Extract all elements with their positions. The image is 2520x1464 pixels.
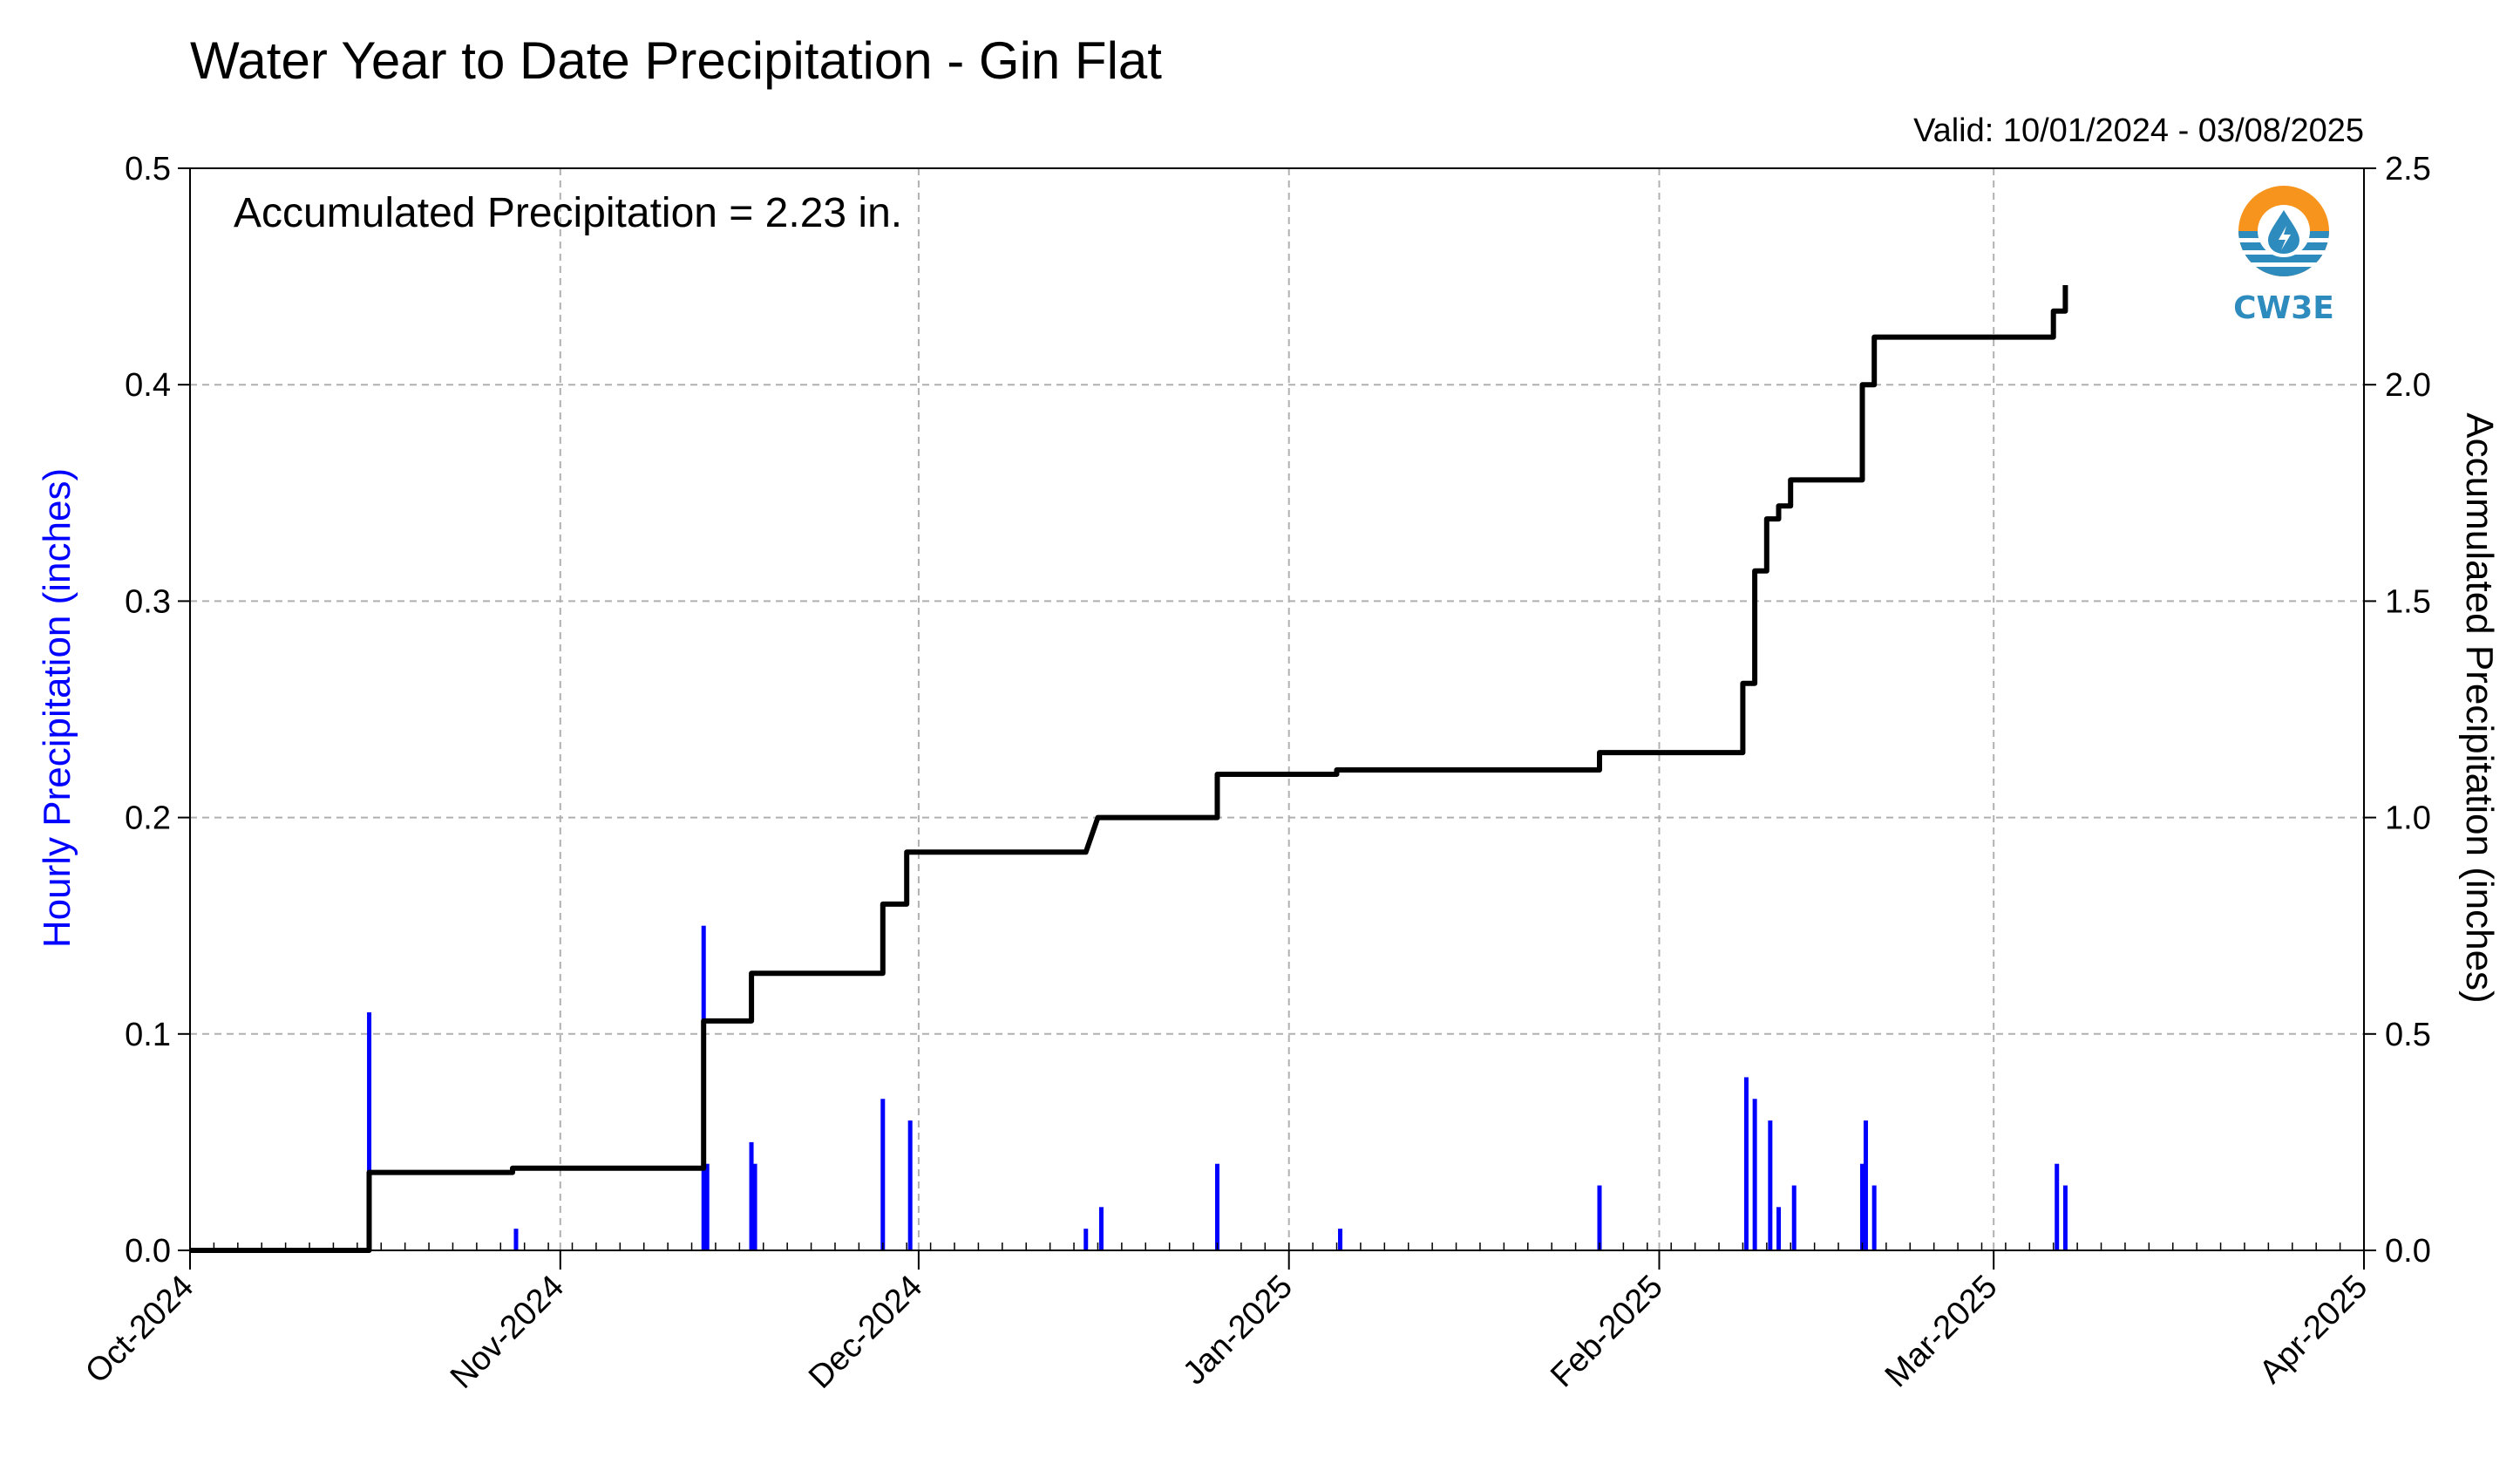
grid-layer	[190, 168, 2364, 1250]
hourly-bars	[367, 925, 2068, 1250]
left-tick-label: 0.4	[125, 367, 171, 404]
right-tick-label: 2.5	[2385, 151, 2431, 187]
left-tick-label: 0.1	[125, 1017, 171, 1053]
x-tick-label: Feb-2025	[1544, 1269, 1670, 1395]
hourly-bar	[367, 1011, 372, 1250]
x-tick-label: Jan-2025	[1176, 1269, 1300, 1393]
hourly-bar	[1871, 1185, 1877, 1250]
hourly-bar	[1597, 1185, 1602, 1250]
right-tick-label: 1.5	[2385, 583, 2431, 620]
hourly-bar	[749, 1141, 754, 1250]
hourly-bar	[1338, 1229, 1343, 1250]
hourly-bar	[1083, 1229, 1089, 1250]
right-tick-label: 0.5	[2385, 1017, 2431, 1053]
hourly-bar	[704, 1163, 710, 1250]
valid-range: Valid: 10/01/2024 - 03/08/2025	[1913, 112, 2364, 149]
accumulated-line-layer	[190, 285, 2068, 1253]
hourly-bar	[2055, 1163, 2060, 1250]
x-tick-label: Dec-2024	[802, 1269, 929, 1396]
hourly-bar	[1776, 1207, 1782, 1250]
accumulated-annotation: Accumulated Precipitation = 2.23 in.	[234, 190, 902, 236]
hourly-bar	[1791, 1185, 1797, 1250]
left-tick-label: 0.5	[125, 151, 171, 187]
water-drop-icon	[2238, 186, 2329, 276]
hourly-bar	[907, 1120, 913, 1250]
chart-title: Water Year to Date Precipitation - Gin F…	[190, 31, 1162, 90]
hourly-bar	[1859, 1163, 1865, 1250]
hourly-bar	[513, 1229, 519, 1250]
plot-frame	[189, 167, 2365, 1251]
right-tick-label: 1.0	[2385, 800, 2431, 837]
hourly-bar	[880, 1099, 886, 1250]
hourly-bar	[1768, 1120, 1773, 1250]
cw3e-logo: CW3E	[2233, 186, 2334, 326]
left-axis-label: Hourly Precipitation (inches)	[36, 468, 78, 948]
hourly-bar	[2062, 1185, 2068, 1250]
right-tick-label: 2.0	[2385, 367, 2431, 404]
hourly-bar	[752, 1163, 757, 1250]
left-tick-label: 0.0	[125, 1233, 171, 1270]
left-tick-label: 0.2	[125, 800, 171, 837]
x-tick-label: Oct-2024	[78, 1269, 200, 1391]
left-tick-label: 0.3	[125, 583, 171, 620]
x-tick-label: Mar-2025	[1878, 1269, 2005, 1395]
x-tick-label: Apr-2025	[2252, 1269, 2374, 1391]
right-axis-label: Accumulated Precipitation (inches)	[2458, 412, 2501, 1003]
hourly-bar	[1743, 1077, 1749, 1250]
hourly-bar	[1752, 1099, 1757, 1250]
right-tick-label: 0.0	[2385, 1233, 2431, 1270]
hourly-bar	[1214, 1163, 1219, 1250]
accumulated-line	[190, 285, 2068, 1253]
hourly-bar	[1863, 1120, 1868, 1250]
hourly-bar	[1098, 1207, 1104, 1250]
logo-text: CW3E	[2233, 290, 2334, 326]
x-tick-label: Nov-2024	[444, 1269, 571, 1396]
